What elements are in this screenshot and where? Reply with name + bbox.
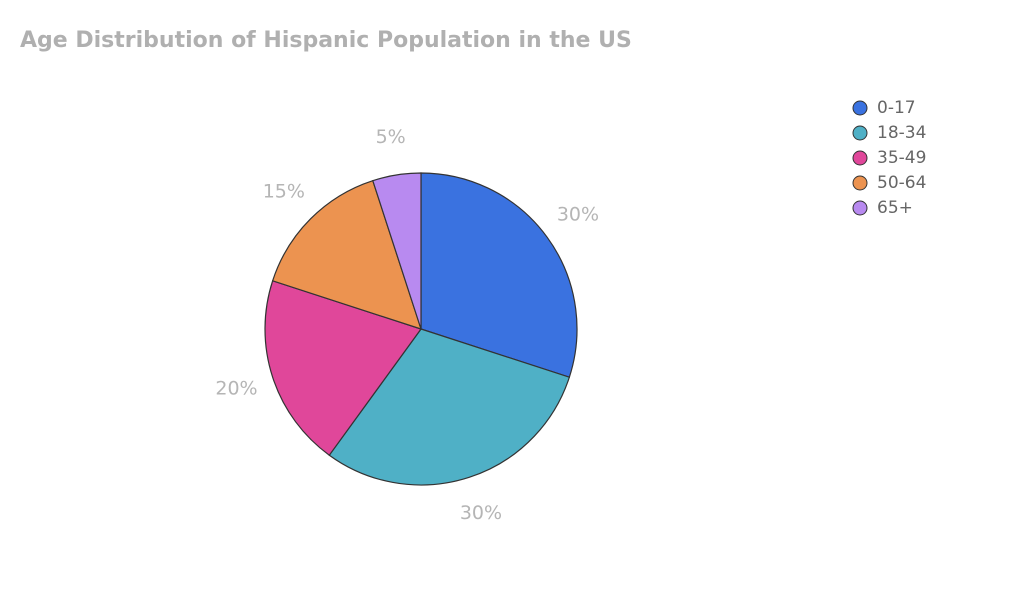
legend-label: 50-64 bbox=[877, 173, 926, 193]
legend-label: 0-17 bbox=[877, 98, 916, 118]
legend-marker bbox=[852, 150, 868, 166]
value-label: 20% bbox=[215, 377, 257, 399]
pie-slice bbox=[372, 172, 422, 330]
value-label: 30% bbox=[460, 502, 502, 524]
pie-slice bbox=[328, 328, 571, 486]
legend-marker bbox=[852, 125, 868, 141]
value-label: 5% bbox=[376, 126, 406, 148]
legend-marker bbox=[852, 100, 868, 116]
legend-marker bbox=[852, 200, 868, 216]
legend-marker bbox=[852, 175, 868, 191]
pie-slice bbox=[264, 280, 422, 457]
legend-label: 35-49 bbox=[877, 148, 926, 168]
chart-title: Age Distribution of Hispanic Population … bbox=[20, 28, 632, 53]
pie-slice bbox=[420, 172, 578, 378]
pie-slice bbox=[271, 179, 422, 330]
value-label: 30% bbox=[557, 203, 599, 225]
value-label: 15% bbox=[263, 180, 305, 202]
legend-label: 65+ bbox=[877, 198, 913, 218]
legend-label: 18-34 bbox=[877, 123, 926, 143]
